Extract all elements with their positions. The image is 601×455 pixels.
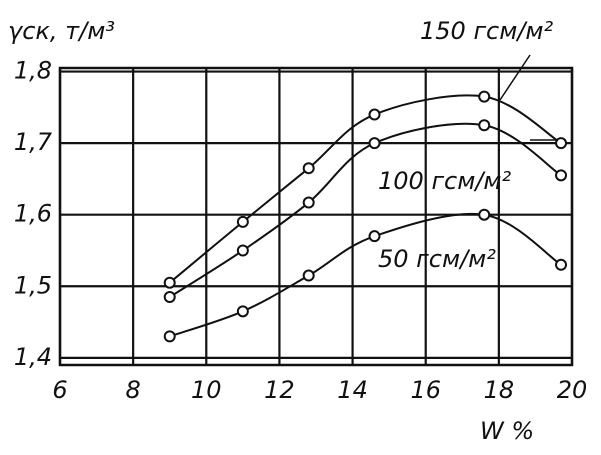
y-tick-label: 1,5 bbox=[14, 271, 52, 299]
data-point bbox=[236, 215, 249, 228]
x-tick-label: 20 bbox=[557, 376, 588, 404]
y-tick-label: 1,4 bbox=[14, 343, 52, 371]
x-tick-label: 8 bbox=[126, 376, 141, 404]
data-point bbox=[163, 276, 176, 289]
data-point bbox=[302, 196, 315, 209]
data-point bbox=[163, 330, 176, 343]
data-point bbox=[368, 108, 381, 121]
y-axis-label: γск, т/м³ bbox=[8, 17, 115, 45]
data-point bbox=[302, 162, 315, 175]
data-point bbox=[555, 169, 568, 182]
x-tick-label: 16 bbox=[410, 376, 441, 404]
y-tick-label: 1,8 bbox=[14, 57, 52, 85]
series-line bbox=[169, 212, 562, 338]
data-point bbox=[555, 137, 568, 150]
data-point bbox=[368, 230, 381, 243]
leader-line bbox=[499, 54, 531, 101]
legend-label: 50 гсм/м² bbox=[378, 245, 496, 273]
x-tick-label: 10 bbox=[191, 376, 222, 404]
x-tick-label: 6 bbox=[52, 376, 67, 404]
data-point bbox=[368, 137, 381, 150]
data-point bbox=[555, 258, 568, 271]
data-point bbox=[236, 244, 249, 257]
x-tick-label: 14 bbox=[337, 376, 368, 404]
data-point bbox=[478, 90, 491, 103]
data-point bbox=[302, 269, 315, 282]
series-line bbox=[169, 94, 562, 284]
data-point bbox=[478, 119, 491, 132]
y-tick-label: 1,7 bbox=[14, 128, 53, 156]
x-tick-label: 18 bbox=[484, 376, 515, 404]
plot-frame bbox=[58, 66, 574, 367]
data-point bbox=[478, 208, 491, 221]
y-tick-label: 1,6 bbox=[14, 200, 52, 228]
data-point bbox=[236, 305, 249, 318]
data-point bbox=[163, 291, 176, 304]
x-axis-label: W % bbox=[480, 417, 534, 445]
legend-label: 100 гсм/м² bbox=[378, 167, 512, 195]
x-tick-label: 12 bbox=[264, 376, 295, 404]
legend-label: 150 гсм/м² bbox=[420, 17, 554, 45]
series-line bbox=[169, 122, 562, 298]
